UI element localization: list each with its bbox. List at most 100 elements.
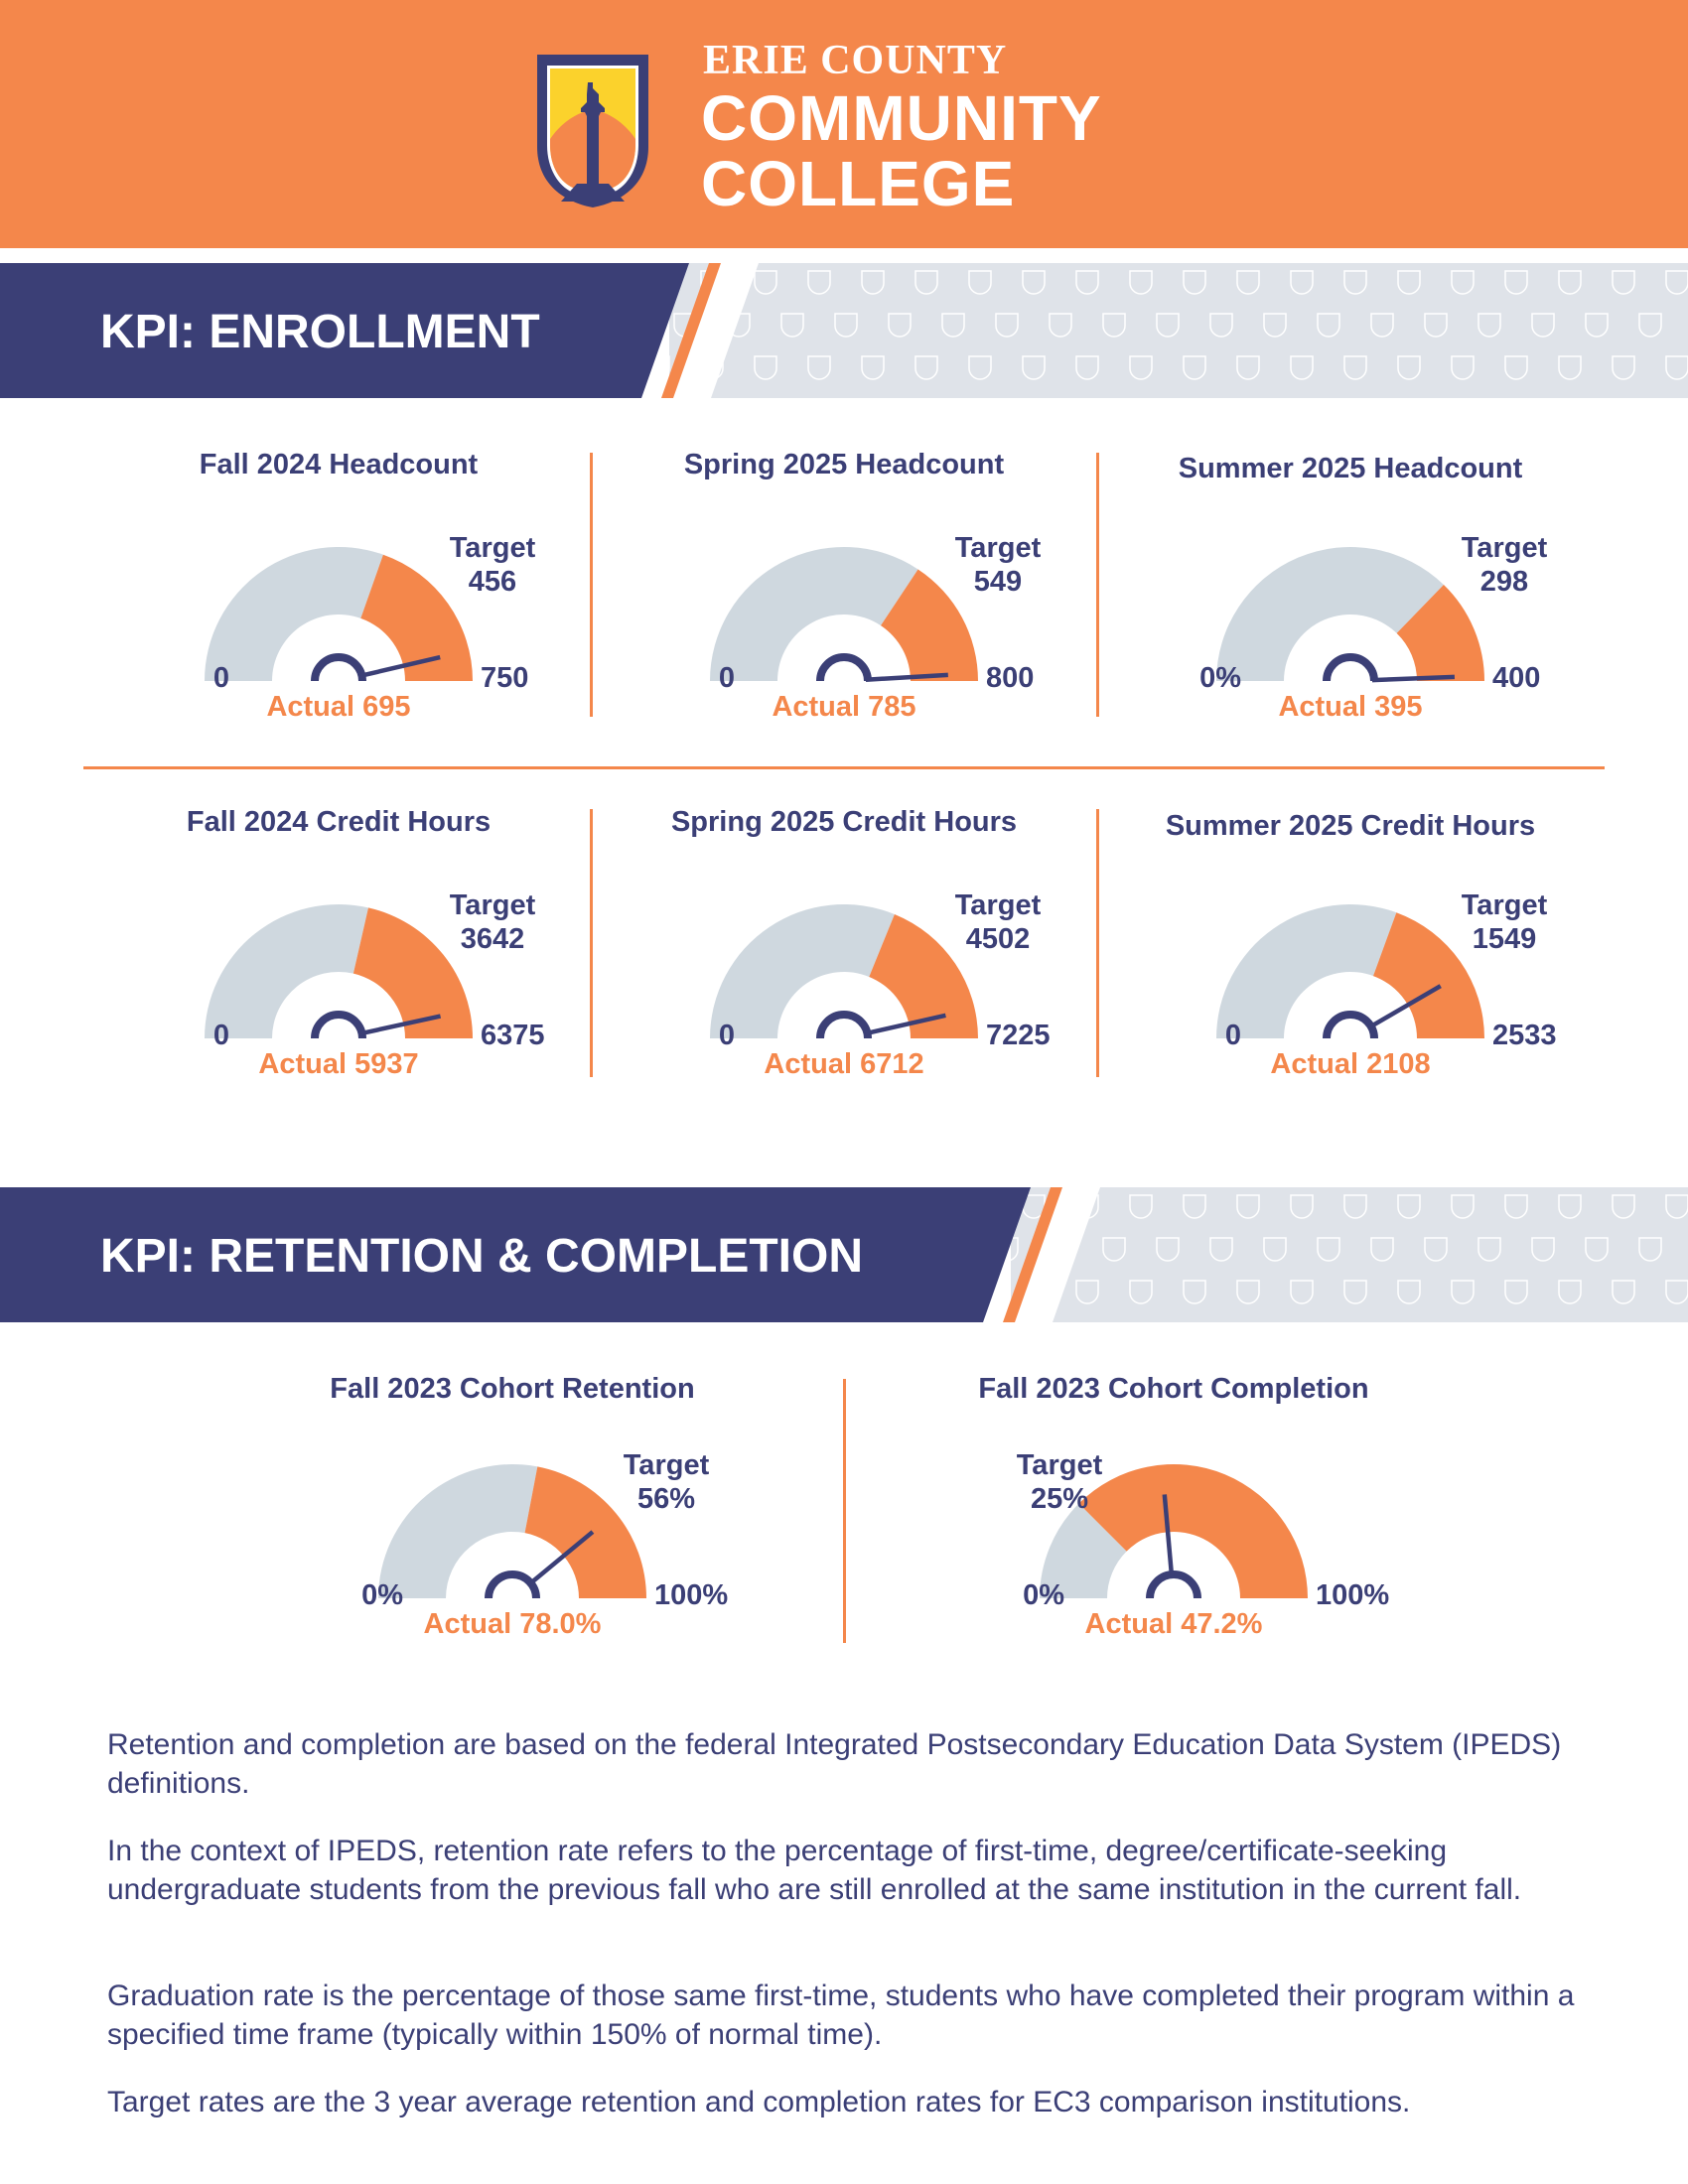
gauge-above-target-band	[1078, 1464, 1308, 1598]
gauge-below-target-band	[378, 1464, 538, 1598]
gauge-needle	[1367, 984, 1442, 1029]
gauge-below-target-band	[1216, 547, 1444, 681]
gauge-above-target-band	[881, 569, 978, 681]
gauge-target-value: 549	[973, 566, 1023, 598]
gauge-hub	[311, 653, 366, 682]
gauge-needle	[359, 1014, 442, 1036]
gauge-title: Spring 2025 Credit Hours	[670, 806, 1018, 838]
note-paragraph: Target rates are the 3 year average rete…	[107, 2086, 1411, 2118]
section-banner-enrollment: KPI: ENROLLMENT	[0, 263, 1688, 398]
gauge-max-label: 100%	[1316, 1579, 1390, 1611]
column-divider	[1096, 809, 1099, 1077]
gauge-hub	[311, 1011, 366, 1039]
gauge-target-word: Target	[623, 1449, 710, 1481]
gauge-dial	[710, 904, 978, 1039]
gauge-target-word: Target	[449, 889, 536, 921]
note-paragraph: In the context of IPEDS, retention rate …	[107, 1835, 1522, 1906]
gauge-actual-label: Actual 785	[772, 691, 916, 723]
gauge-needle	[1162, 1494, 1175, 1577]
logo-line-3: COLLEGE	[701, 148, 1016, 219]
gauge-hub	[1323, 653, 1378, 682]
gauge-above-target-band	[524, 1466, 646, 1598]
gauge-title: Summer 2025 Headcount	[1178, 453, 1523, 484]
gauge-hub	[816, 1011, 872, 1039]
gauge-min-label: 0	[718, 662, 735, 694]
gauge-actual-label: Actual 695	[266, 691, 411, 723]
banner-graphic	[0, 1187, 1688, 1322]
gauge-dial	[205, 547, 473, 682]
gauge-hub	[1146, 1570, 1201, 1599]
gauge-below-target-band	[1040, 1503, 1127, 1598]
gauge-above-target-band	[1396, 585, 1484, 681]
gauge-title: Fall 2024 Headcount	[199, 449, 479, 480]
gauge-target-word: Target	[954, 889, 1042, 921]
gauge-title: Fall 2024 Credit Hours	[186, 806, 492, 838]
column-divider	[1096, 453, 1099, 717]
gauge-target-value: 1549	[1472, 923, 1537, 955]
gauge-above-target-band	[869, 913, 978, 1038]
gauge-actual-label: Actual 2108	[1270, 1048, 1431, 1080]
gauge-min-label: 0%	[1199, 662, 1241, 694]
gauge-max-label: 100%	[654, 1579, 729, 1611]
gauge-dial	[1040, 1464, 1308, 1599]
gauge-above-target-band	[360, 554, 473, 681]
gauge-needle	[358, 654, 441, 679]
gauge-dial	[1216, 904, 1484, 1039]
gauge-title: Fall 2023 Cohort Retention	[330, 1373, 695, 1405]
gauge-below-target-band	[1216, 904, 1397, 1038]
gauge-min-label: 0%	[361, 1579, 403, 1611]
gauge-max-label: 7225	[986, 1020, 1051, 1051]
gauge-target-value: 456	[468, 566, 517, 598]
gauge-target-value: 25%	[1030, 1483, 1089, 1515]
logo-line-2: COMMUNITY	[701, 82, 1102, 154]
column-divider	[843, 1379, 846, 1643]
gauge-title: Fall 2023 Cohort Completion	[978, 1373, 1369, 1405]
gauge-actual-label: Actual 6712	[764, 1048, 924, 1080]
gauge-needle	[865, 672, 948, 682]
gauge-target-word: Target	[954, 532, 1042, 564]
section-title: KPI: RETENTION & COMPLETION	[100, 1230, 863, 1283]
gauge-min-label: 0	[718, 1020, 735, 1051]
gauge-target-word: Target	[1016, 1449, 1103, 1481]
gauge-actual-label: Actual 395	[1278, 691, 1423, 723]
header-bar: ERIE COUNTY COMMUNITY COLLEGE	[0, 0, 1688, 248]
column-divider	[590, 453, 593, 717]
gauge-max-label: 750	[481, 662, 529, 694]
gauge-min-label: 0	[212, 662, 229, 694]
logo-line-2-3: COMMUNITY COLLEGE	[701, 85, 1102, 216]
gauge-actual-label: Actual 47.2%	[1084, 1608, 1263, 1640]
row-divider	[83, 766, 1605, 769]
gauge-title: Summer 2025 Credit Hours	[1165, 810, 1536, 842]
gauge-actual-label: Actual 78.0%	[423, 1608, 602, 1640]
section-title: KPI: ENROLLMENT	[100, 306, 540, 358]
gauge-dial	[1216, 547, 1484, 683]
gauge-below-target-band	[710, 547, 918, 681]
gauge-target-word: Target	[1461, 532, 1548, 564]
gauge-hub	[485, 1570, 540, 1599]
gauge-target-word: Target	[449, 532, 536, 564]
gauge-needle	[527, 1530, 595, 1586]
gauge-max-label: 800	[986, 662, 1035, 694]
gauge-target-value: 3642	[460, 923, 525, 955]
logo-line-1: ERIE COUNTY	[703, 38, 1008, 83]
gauge-below-target-band	[205, 547, 383, 681]
note-paragraph: Retention and completion are based on th…	[107, 1728, 1562, 1800]
gauge-max-label: 6375	[481, 1020, 545, 1051]
gauge-dial	[710, 547, 978, 682]
gauge-dial	[378, 1464, 646, 1599]
gauge-max-label: 400	[1492, 662, 1541, 694]
gauge-min-label: 0	[1224, 1020, 1241, 1051]
gauge-min-label: 0%	[1023, 1579, 1064, 1611]
note-paragraph: Graduation rate is the percentage of tho…	[107, 1979, 1575, 2051]
gauge-hub	[816, 653, 872, 682]
gauge-target-word: Target	[1461, 889, 1548, 921]
gauge-target-value: 298	[1479, 566, 1529, 598]
gauge-above-target-band	[352, 907, 473, 1038]
gauge-actual-label: Actual 5937	[258, 1048, 419, 1080]
banner-graphic	[0, 263, 1688, 398]
gauge-dial	[205, 904, 473, 1039]
gauge-needle	[864, 1013, 946, 1036]
gauge-title: Spring 2025 Headcount	[683, 449, 1005, 480]
column-divider	[590, 809, 593, 1077]
